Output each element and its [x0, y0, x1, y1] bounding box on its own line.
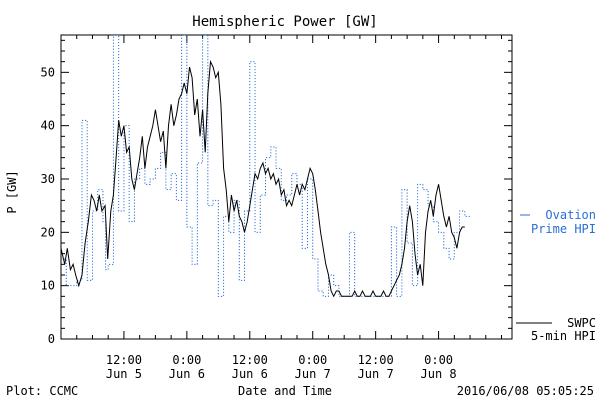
series-line-swpc — [61, 59, 465, 298]
legend-swpc-label-2: 5-min HPI — [531, 329, 596, 343]
series-line-ovation — [61, 35, 471, 297]
footer-credit: Plot: CCMC — [6, 384, 78, 398]
x-tick-label-time: 0:00 — [424, 353, 453, 367]
series-ovation-prime-hpi — [61, 35, 471, 297]
x-tick-label-time: 12:00 — [232, 353, 268, 367]
legend-swpc: SWPC 5-min HPI — [516, 316, 596, 343]
series-swpc-5min-hpi — [61, 59, 465, 298]
y-tick-label: 10 — [41, 279, 55, 293]
x-tick-label-time: 0:00 — [298, 353, 327, 367]
x-tick-label-time: 12:00 — [358, 353, 394, 367]
chart-title: Hemispheric Power [GW] — [192, 14, 377, 30]
plot-frame — [60, 34, 513, 340]
x-tick-label-time: 12:00 — [106, 353, 142, 367]
x-tick-label-date: Jun 5 — [106, 367, 142, 381]
y-tick-label: 20 — [41, 225, 55, 239]
y-axis-label: P [GW] — [5, 170, 19, 213]
x-tick-label-date: Jun 6 — [169, 367, 205, 381]
x-tick-label-date: Jun 6 — [232, 367, 268, 381]
footer-timestamp: 2016/06/08 05:05:25 — [457, 384, 594, 398]
x-tick-label-date: Jun 7 — [358, 367, 394, 381]
y-tick-label: 40 — [41, 119, 55, 133]
x-tick-label-time: 0:00 — [172, 353, 201, 367]
y-tick-label: 50 — [41, 65, 55, 79]
legend-ovation: Ovation Prime HPI — [520, 208, 596, 236]
legend-ovation-label-1: Ovation — [545, 208, 596, 222]
x-tick-label-date: Jun 8 — [421, 367, 457, 381]
y-tick-label: 30 — [41, 172, 55, 186]
x-axis-label: Date and Time — [238, 384, 332, 398]
legend-ovation-label-2: Prime HPI — [531, 222, 596, 236]
legend-swpc-label-1: SWPC — [567, 316, 596, 330]
x-tick-label-date: Jun 7 — [295, 367, 331, 381]
y-tick-label: 0 — [48, 332, 55, 346]
